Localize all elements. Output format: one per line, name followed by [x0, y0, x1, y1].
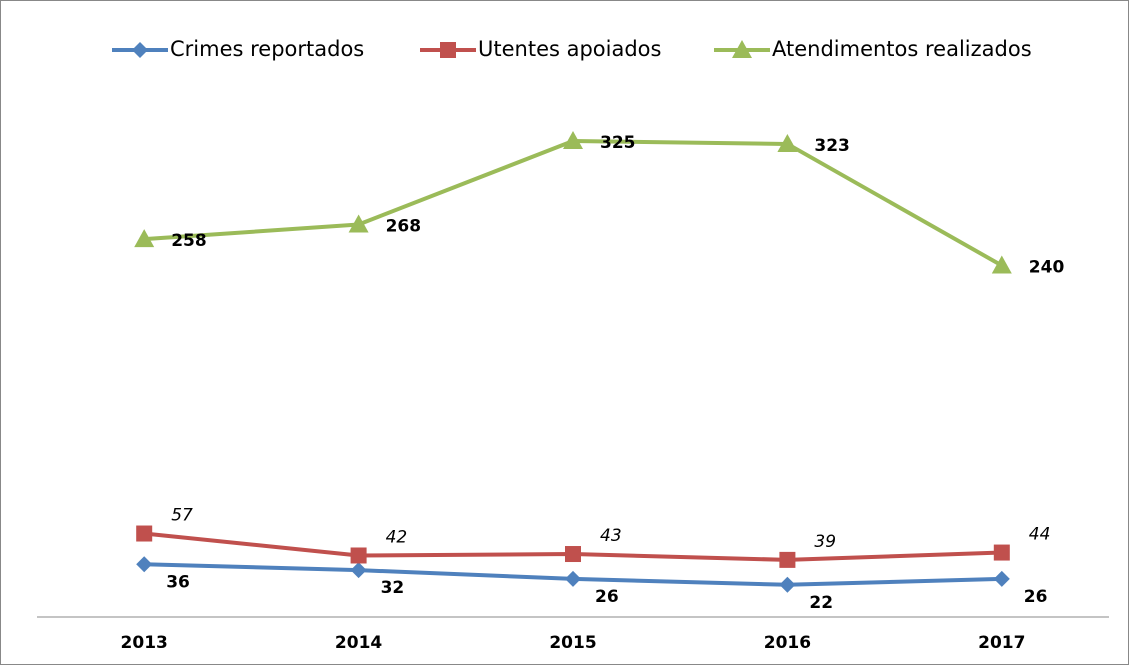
data-label: 43 — [600, 526, 622, 546]
marker-triangle — [563, 131, 583, 150]
data-label: 26 — [1024, 587, 1048, 607]
x-tick-label: 2013 — [121, 633, 168, 653]
marker-square — [779, 551, 796, 568]
x-tick-label: 2014 — [335, 633, 382, 653]
marker-triangle — [134, 229, 155, 248]
x-tick-label: 2015 — [549, 633, 596, 653]
marker-diamond — [350, 562, 367, 579]
data-label: 32 — [381, 578, 405, 598]
marker-diamond — [993, 570, 1010, 587]
marker-diamond — [565, 570, 581, 587]
legend-label: Utentes apoiados — [478, 37, 661, 61]
marker-triangle — [991, 255, 1012, 274]
data-label: 36 — [166, 572, 190, 592]
marker-square — [993, 544, 1010, 561]
legend-marker — [440, 42, 456, 58]
data-label: 325 — [600, 133, 636, 153]
data-label: 57 — [171, 506, 193, 526]
data-label: 22 — [809, 593, 833, 613]
marker-triangle — [777, 133, 798, 152]
legend-label: Atendimentos realizados — [772, 37, 1032, 61]
x-tick-label: 2016 — [764, 633, 811, 653]
data-label: 240 — [1029, 258, 1065, 278]
data-label: 26 — [595, 587, 619, 607]
data-label: 268 — [386, 216, 422, 236]
marker-square — [136, 525, 153, 542]
legend-label: Crimes reportados — [170, 37, 364, 61]
legend-marker — [732, 40, 752, 58]
data-label: 323 — [814, 136, 850, 156]
marker-square — [565, 546, 581, 563]
x-tick-label: 2017 — [978, 633, 1025, 653]
marker-diamond — [136, 556, 153, 573]
marker-triangle — [348, 214, 369, 233]
data-label: 39 — [814, 532, 836, 552]
data-label: 42 — [386, 527, 408, 547]
legend-marker — [132, 42, 148, 58]
data-label: 44 — [1029, 525, 1051, 545]
marker-square — [350, 547, 367, 564]
data-label: 258 — [171, 231, 207, 251]
marker-diamond — [779, 576, 796, 593]
